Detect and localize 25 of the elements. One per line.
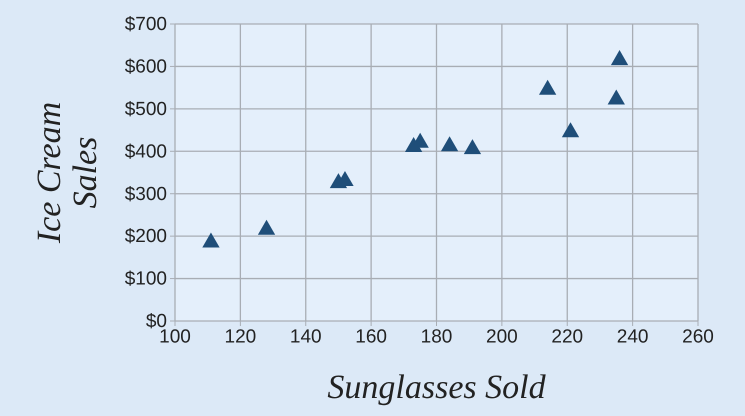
x-tick-label: 180	[420, 326, 452, 348]
y-tick-label: $500	[124, 98, 167, 120]
x-tick-label: 200	[486, 326, 518, 348]
y-tick-label: $600	[124, 56, 167, 78]
point	[562, 122, 580, 138]
x-tick-label: 160	[355, 326, 387, 348]
y-tick-label: $700	[124, 14, 167, 36]
y-axis-title: Ice Cream Sales	[31, 102, 104, 244]
y-tick-label: $200	[124, 226, 167, 248]
point	[538, 80, 556, 95]
x-tick-label: 260	[682, 326, 714, 348]
y-tick-label: $300	[124, 184, 167, 205]
x-axis-title: Sunglasses Sold	[327, 369, 547, 406]
point	[608, 90, 625, 105]
point	[610, 50, 628, 66]
x-tick-label: 220	[551, 326, 584, 348]
point	[464, 139, 482, 154]
point	[202, 232, 220, 248]
x-tick-label: 140	[290, 326, 322, 348]
point	[258, 220, 276, 235]
y-tick-label: $400	[124, 141, 167, 162]
x-tick-label: 240	[616, 326, 648, 348]
x-tick-label: 120	[224, 326, 256, 348]
point	[440, 136, 458, 152]
y-tick-label: $100	[124, 268, 167, 290]
